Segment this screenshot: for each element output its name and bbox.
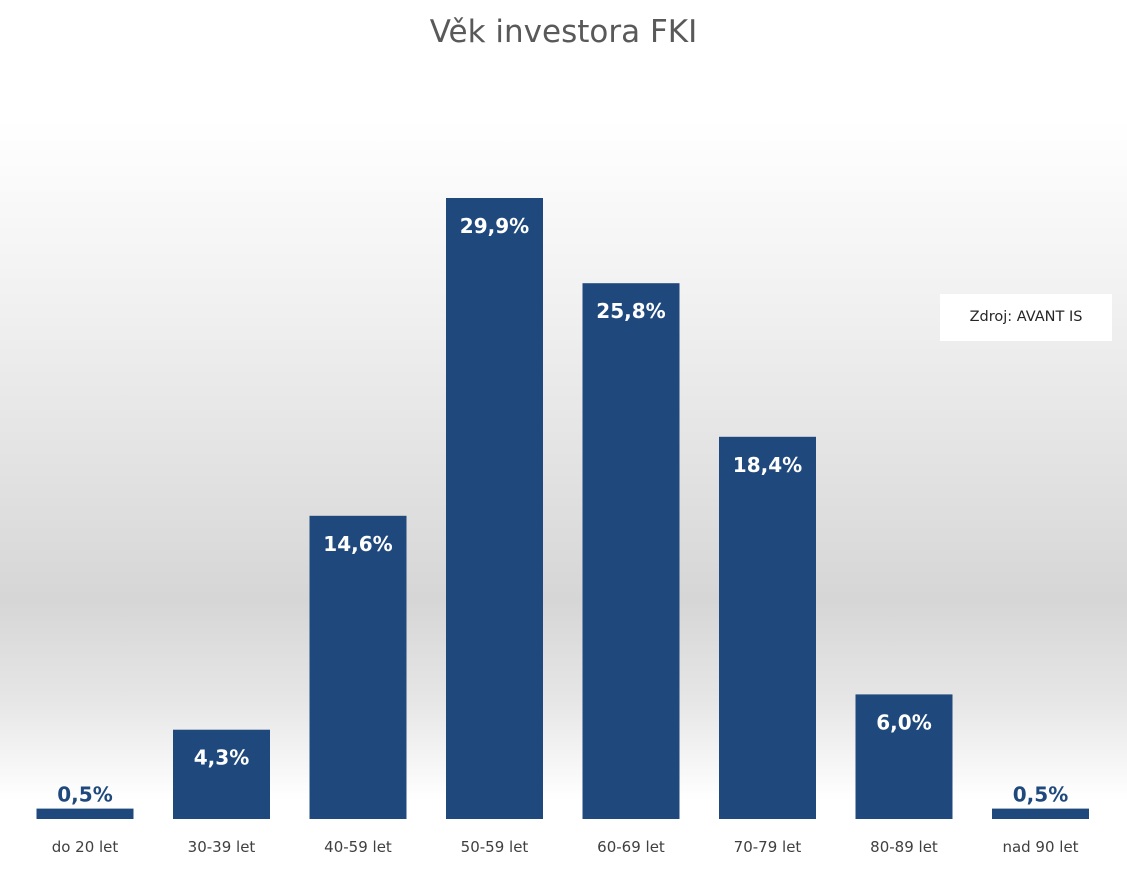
bar-5 [582,283,680,819]
category-label-1: do 20 let [52,838,119,856]
category-label-6: 70-79 let [734,838,802,856]
data-label-2: 4,3% [194,746,249,770]
data-label-4: 29,9% [460,214,529,238]
bar-8 [992,808,1089,819]
value-labels-group: 0,5% 4,3% 14,6% 29,9% 25,8% 18,4% 6,0% 0,5% [57,214,1068,807]
category-label-7: 80-89 let [870,838,938,856]
data-label-5: 25,8% [596,299,665,323]
source-annotation: Zdroj: AVANT IS [940,294,1112,341]
data-label-1: 0,5% [57,783,112,807]
bar-4 [446,198,543,819]
category-label-4: 50-59 let [461,838,529,856]
data-label-7: 6,0% [876,710,931,734]
data-label-8: 0,5% [1013,783,1068,807]
data-label-3: 14,6% [323,532,392,556]
category-labels-group: do 20 let 30-39 let 40-59 let 50-59 let 60-6… [52,838,1079,856]
bar-1 [36,808,134,819]
bar-3 [309,515,407,819]
data-label-6: 18,4% [733,453,802,477]
category-label-3: 40-59 let [324,838,392,856]
bar-7 [855,694,953,819]
chart-title: Věk investora FKI [429,14,698,50]
bars-group [36,198,1089,819]
category-label-8: nad 90 let [1002,838,1078,856]
bar-6 [719,436,816,819]
category-label-2: 30-39 let [188,838,256,856]
bar-2 [173,729,270,819]
category-label-5: 60-69 let [597,838,665,856]
